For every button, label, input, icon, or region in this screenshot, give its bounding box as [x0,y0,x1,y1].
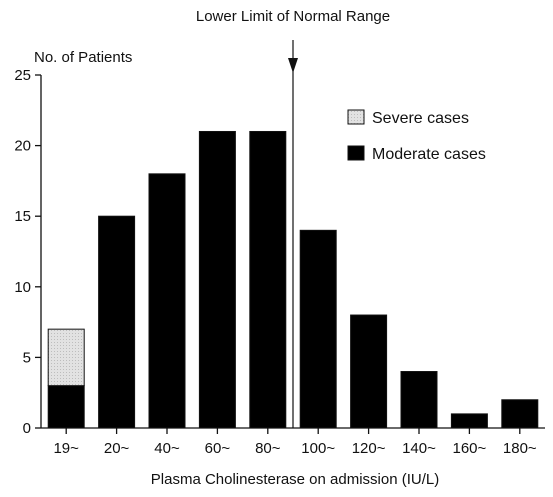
y-tick-label: 15 [14,208,31,225]
x-tick-label: 80~ [255,440,281,457]
y-tick-label: 0 [23,420,31,437]
bars [47,130,539,429]
bar-moderate [249,130,287,429]
x-tick-label: 60~ [205,440,231,457]
y-tick-label: 5 [23,349,31,366]
legend-swatch-moderate [347,145,365,161]
bar-moderate [299,229,337,429]
legend-label: Moderate cases [372,146,486,163]
bar-moderate [450,413,488,429]
x-tick-label: 160~ [453,440,487,457]
x-tick-label: 100~ [301,440,335,457]
legend-swatch-severe [347,109,365,125]
bar-moderate [148,173,186,429]
annotation: Lower Limit of Normal Range [196,8,390,428]
bar-moderate [400,371,438,429]
annotation-text: Lower Limit of Normal Range [196,8,390,25]
x-tick-label: 140~ [402,440,436,457]
y-axis-title: No. of Patients [34,49,132,66]
y-tick-label: 20 [14,138,31,155]
bar-moderate [501,399,539,429]
bar-moderate [350,314,388,429]
bar-moderate [98,215,136,429]
x-axis: 19~ 20~ 40~ 60~ 80~ 100~ 120~ 140~ 160~ 180~ [41,427,545,457]
x-tick-label: 120~ [352,440,386,457]
legend: Severe cases Moderate cases [347,109,486,163]
y-tick-label: 25 [14,67,31,84]
bar-severe [47,328,85,387]
bar-moderate [47,385,85,429]
legend-label: Severe cases [372,110,469,127]
x-tick-label: 180~ [503,440,537,457]
bar-moderate [198,130,236,429]
x-tick-label: 19~ [53,440,79,457]
y-tick-label: 10 [14,279,31,296]
x-tick-label: 40~ [154,440,180,457]
arrow-down-icon [288,58,298,73]
x-axis-title: Plasma Cholinesterase on admission (IU/L… [151,471,439,488]
y-axis: 0 5 10 15 20 25 [14,67,42,437]
x-tick-label: 20~ [104,440,130,457]
